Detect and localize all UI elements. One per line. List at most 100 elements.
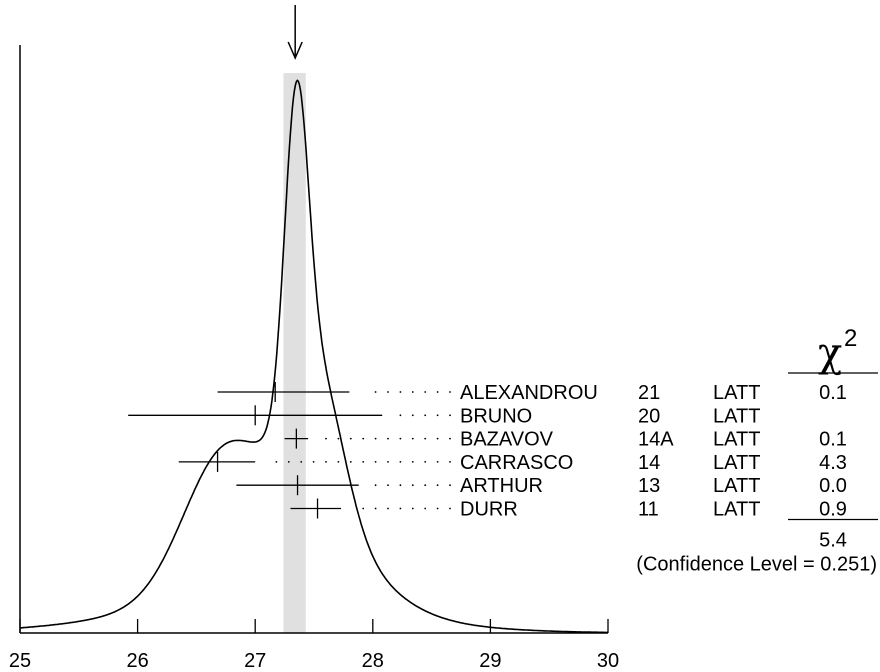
leader-dot: [424, 461, 427, 463]
leader-dot: [449, 484, 451, 487]
leader-dot: [436, 414, 439, 417]
leader-dot: [424, 391, 427, 393]
year-label: 20: [638, 405, 660, 427]
leader-dot: [374, 507, 377, 510]
leader-dot: [349, 437, 352, 440]
x-tick-label: 26: [126, 650, 148, 672]
technique-label: LATT: [713, 429, 760, 451]
leader-dot: [387, 507, 389, 510]
highlight-band: [283, 73, 306, 633]
leader-dot: [399, 484, 402, 487]
year-label: 13: [638, 475, 660, 497]
leader-dot: [387, 437, 389, 440]
leader-dot: [411, 461, 414, 463]
x-tick-label: 27: [244, 650, 266, 672]
leader-dot: [449, 391, 451, 393]
ideogram-curve: [19, 79, 608, 634]
leader-dot: [387, 391, 389, 393]
leader-dot: [424, 507, 427, 510]
technique-label: LATT: [713, 475, 760, 497]
author-label: BRUNO: [460, 405, 532, 427]
leader-dot: [337, 461, 340, 463]
chi2-symbol: χ: [818, 330, 842, 376]
author-label: ARTHUR: [460, 475, 543, 497]
author-label: BAZAVOV: [460, 429, 554, 451]
chi2-value: 0.1: [819, 382, 847, 404]
technique-label: LATT: [713, 405, 760, 427]
confidence-level-label: (Confidence Level = 0.251): [636, 554, 877, 576]
chi2-value: 0.0: [819, 475, 847, 497]
leader-dot: [287, 461, 290, 463]
leader-dot: [399, 461, 402, 463]
chi2-exponent: 2: [844, 325, 857, 352]
leader-dot: [399, 437, 402, 440]
x-tick-label: 29: [479, 650, 501, 672]
leader-dot: [411, 484, 414, 487]
chi2-value: 0.9: [819, 499, 847, 521]
year-label: 11: [638, 499, 659, 521]
chi2-value: 4.3: [819, 452, 847, 474]
leader-dot: [362, 507, 365, 510]
x-tick-label: 30: [597, 650, 619, 672]
x-tick-label: 28: [362, 650, 384, 672]
leader-dot: [411, 414, 414, 417]
leader-dot: [374, 391, 377, 393]
leader-dot: [374, 437, 377, 440]
leader-dot: [387, 484, 389, 487]
leader-dot: [312, 461, 315, 463]
leader-dot: [436, 391, 439, 393]
leader-dot: [387, 461, 389, 463]
leader-dot: [362, 461, 365, 463]
arrow-indicator: [287, 5, 303, 60]
x-ticks: 25 26 27 28 29 30: [9, 619, 619, 672]
leader-dot: [411, 391, 414, 393]
measurement-row: ARTHUR 13 LATT 0.0: [236, 475, 847, 497]
leader-dot: [449, 507, 451, 510]
leader-dot: [436, 484, 439, 487]
measurement-row: CARRASCO 14 LATT 4.3: [178, 451, 847, 474]
technique-label: LATT: [713, 382, 760, 404]
arrow-head: [287, 41, 303, 60]
leader-dot: [411, 507, 414, 510]
chi2-value: 0.1: [819, 429, 847, 451]
leader-dot: [399, 391, 402, 393]
leader-dot: [374, 484, 377, 487]
technique-label: LATT: [713, 499, 760, 521]
leader-dot: [325, 461, 327, 463]
leader-dot: [436, 507, 439, 510]
author-label: ALEXANDROU: [460, 382, 598, 404]
leader-dot: [300, 461, 303, 463]
measurement-row: DURR 11 LATT 0.9: [290, 498, 847, 521]
measurement-row: BRUNO 20 LATT: [128, 405, 760, 427]
author-label: CARRASCO: [460, 452, 573, 474]
leader-dot: [275, 461, 278, 463]
leader-dot: [449, 437, 451, 440]
leader-dot: [337, 437, 340, 440]
leader-dot: [362, 437, 365, 440]
leader-dot: [424, 437, 427, 440]
technique-label: LATT: [713, 452, 760, 474]
leader-dot: [424, 414, 427, 417]
measurement-row: BAZAVOV 14A LATT 0.1: [284, 428, 847, 451]
year-label: 14: [638, 452, 660, 474]
leader-dot: [436, 461, 439, 463]
leader-dot: [374, 461, 377, 463]
measurement-row: ALEXANDROU 21 LATT 0.1: [217, 382, 847, 404]
author-label: DURR: [460, 499, 518, 521]
year-label: 14A: [638, 429, 674, 451]
leader-dot: [424, 484, 427, 487]
leader-dot: [325, 437, 327, 440]
chi2-total: 5.4: [819, 530, 847, 552]
leader-dot: [449, 461, 451, 463]
chi2-header: χ 2: [818, 325, 857, 376]
leader-dot: [349, 461, 352, 463]
leader-dot: [411, 437, 414, 440]
x-tick-label: 25: [9, 650, 31, 672]
leader-dot: [436, 437, 439, 440]
leader-dot: [449, 414, 451, 417]
leader-dot: [399, 414, 402, 417]
year-label: 21: [638, 382, 660, 404]
leader-dot: [399, 507, 402, 510]
